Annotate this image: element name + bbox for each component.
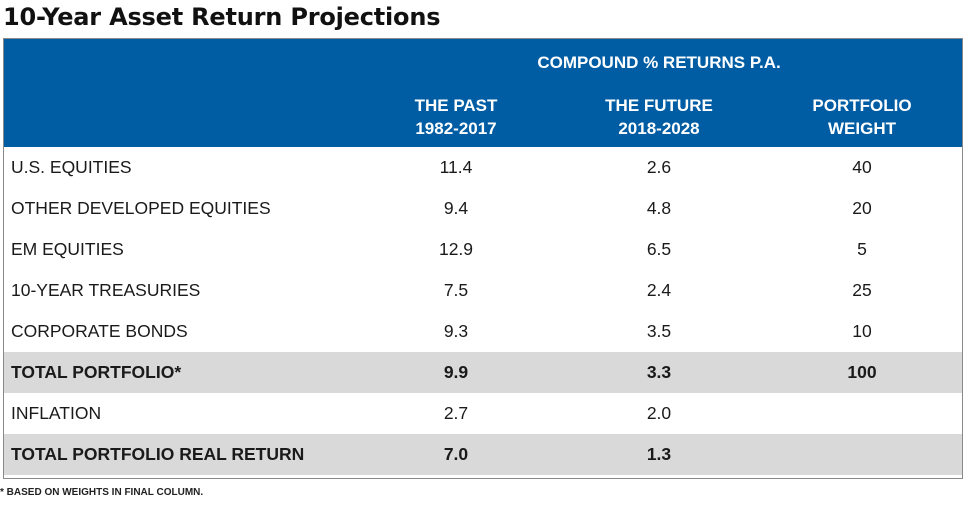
cell-future: 3.3: [556, 352, 762, 393]
row-label: OTHER DEVELOPED EQUITIES: [11, 198, 271, 218]
table-row: INFLATION 2.7 2.0: [4, 393, 962, 434]
cell-weight: 40: [852, 157, 872, 177]
table-row-total: TOTAL PORTFOLIO* 9.9 3.3 100: [4, 352, 962, 393]
header-label-cell: [4, 87, 356, 147]
row-label: 10-YEAR TREASURIES: [11, 280, 201, 300]
cell-future: 2.0: [646, 403, 672, 423]
header-past-line2: 1982-2017: [415, 119, 497, 138]
table-row: CORPORATE BONDS 9.3 3.5 10: [4, 311, 962, 352]
header-past: THE PAST 1982-2017: [356, 87, 556, 147]
group-header: COMPOUND % RETURNS P.A.: [356, 39, 962, 87]
header-weight-line1: PORTFOLIO: [812, 96, 912, 115]
row-label: TOTAL PORTFOLIO REAL RETURN: [4, 434, 356, 475]
row-label: TOTAL PORTFOLIO*: [4, 352, 356, 393]
chart-title: 10-Year Asset Return Projections: [3, 3, 441, 31]
footnote: * BASED ON WEIGHTS IN FINAL COLUMN.: [0, 487, 204, 498]
table-header: COMPOUND % RETURNS P.A. THE PAST 1982-20…: [4, 39, 962, 147]
header-future-line1: THE FUTURE: [605, 96, 713, 115]
cell-future: 3.5: [646, 321, 672, 341]
header-weight-line2: WEIGHT: [828, 119, 896, 138]
cell-past: 2.7: [443, 403, 469, 423]
header-empty-cell: [4, 39, 356, 87]
cell-past: 9.4: [443, 198, 469, 218]
cell-weight: 20: [852, 198, 872, 218]
row-label: CORPORATE BONDS: [11, 321, 188, 341]
cell-past: 9.3: [443, 321, 469, 341]
table-row-total: TOTAL PORTFOLIO REAL RETURN 7.0 1.3: [4, 434, 962, 475]
cell-future: 2.6: [646, 157, 672, 177]
cell-past: 7.5: [443, 280, 469, 300]
cell-future: 2.4: [646, 280, 672, 300]
cell-weight: 5: [857, 239, 867, 259]
cell-past: 12.9: [438, 239, 474, 259]
row-label: EM EQUITIES: [11, 239, 124, 259]
header-future: THE FUTURE 2018-2028: [556, 87, 762, 147]
cell-future: 1.3: [556, 434, 762, 475]
cell-weight: [762, 434, 962, 475]
header-past-line1: THE PAST: [414, 96, 498, 115]
table-row: EM EQUITIES 12.9 6.5 5: [4, 229, 962, 270]
cell-future: 6.5: [646, 239, 672, 259]
cell-weight: 10: [852, 321, 872, 341]
cell-weight: 100: [762, 352, 962, 393]
cell-weight: [762, 393, 962, 434]
cell-past: 7.0: [356, 434, 556, 475]
cell-future: 4.8: [646, 198, 672, 218]
table-row: OTHER DEVELOPED EQUITIES 9.4 4.8 20: [4, 188, 962, 229]
table-row: 10-YEAR TREASURIES 7.5 2.4 25: [4, 270, 962, 311]
cell-weight: 25: [852, 280, 872, 300]
returns-table-container: COMPOUND % RETURNS P.A. THE PAST 1982-20…: [3, 38, 963, 479]
cell-past: 9.9: [356, 352, 556, 393]
cell-past: 11.4: [439, 157, 473, 177]
header-weight: PORTFOLIO WEIGHT: [762, 87, 962, 147]
table-body: U.S. EQUITIES 11.4 2.6 40 OTHER DEVELOPED EQ…: [4, 147, 962, 475]
header-future-line2: 2018-2028: [618, 119, 700, 138]
returns-table: COMPOUND % RETURNS P.A. THE PAST 1982-20…: [4, 39, 962, 475]
row-label: U.S. EQUITIES: [11, 157, 132, 177]
row-label: INFLATION: [11, 403, 102, 423]
table-row: U.S. EQUITIES 11.4 2.6 40: [4, 147, 962, 188]
